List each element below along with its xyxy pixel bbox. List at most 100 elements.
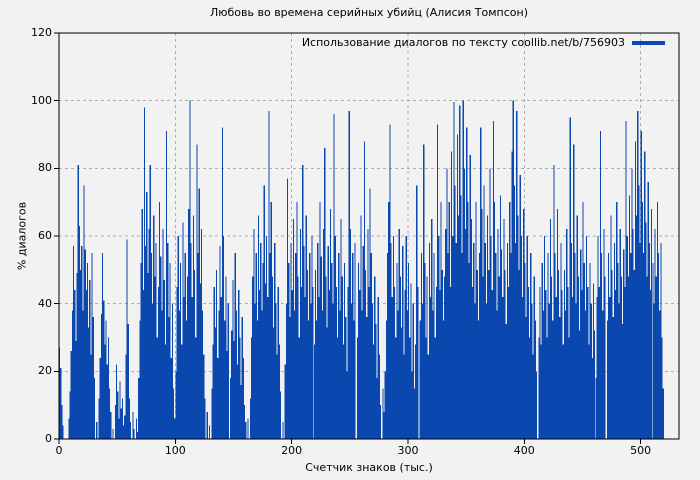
impulse-bar [307, 320, 310, 439]
impulse-bar [497, 229, 499, 439]
impulse-bar [474, 303, 476, 439]
impulse-bar [442, 320, 445, 439]
impulse-bar [437, 124, 439, 439]
impulse-bar [317, 242, 319, 439]
impulse-bar [424, 263, 426, 439]
impulse-bar [662, 388, 664, 439]
impulse-bar [532, 354, 534, 439]
impulse-bar [324, 148, 326, 439]
impulse-bar [148, 229, 150, 439]
impulse-bar [512, 100, 514, 440]
x-tick-label: 400 [513, 444, 535, 457]
impulse-bar [511, 151, 513, 440]
impulse-bar [147, 273, 149, 439]
impulse-bar [141, 208, 143, 439]
impulse-bar [484, 242, 486, 439]
y-tick-label: 0 [45, 432, 52, 445]
impulse-bar [656, 202, 659, 439]
impulse-bar [601, 252, 603, 439]
impulse-bar [517, 215, 519, 439]
impulse-bar [560, 242, 562, 439]
impulse-bar [356, 337, 358, 439]
impulse-bar [504, 269, 506, 439]
impulse-bar [305, 215, 307, 439]
impulse-bar [413, 388, 415, 439]
impulse-bar [106, 364, 108, 439]
impulse-bar [273, 327, 275, 439]
impulse-bar [539, 286, 541, 439]
impulse-bar [489, 168, 491, 439]
impulse-bar [433, 252, 435, 439]
impulse-bar [631, 168, 633, 439]
impulse-bar [122, 425, 125, 439]
impulse-bar [274, 242, 276, 439]
impulse-bar [303, 246, 305, 439]
impulse-bar [653, 303, 655, 439]
impulse-bar [481, 208, 483, 439]
impulse-bar [330, 208, 332, 439]
impulse-bar [521, 296, 524, 439]
impulse-bar [366, 317, 368, 439]
impulse-bar [168, 317, 170, 439]
impulse-bar [72, 246, 75, 439]
impulse-bar [659, 310, 661, 439]
impulse-bar [138, 378, 140, 439]
impulse-bar [544, 236, 546, 439]
impulse-bar [92, 317, 94, 439]
impulse-bar [652, 263, 654, 439]
impulse-bar [68, 418, 70, 439]
impulse-bar [109, 388, 111, 439]
impulse-bar [467, 202, 469, 439]
impulse-bar [439, 290, 441, 439]
impulse-bar [485, 303, 488, 439]
impulse-bar [414, 344, 417, 439]
impulse-bar [540, 344, 542, 439]
impulse-bar [196, 144, 198, 439]
impulse-bar [606, 320, 609, 439]
impulse-bar [604, 276, 606, 439]
impulse-bar [566, 229, 568, 439]
impulse-bar [416, 185, 418, 439]
impulse-bar [81, 246, 83, 439]
impulse-bar [220, 296, 222, 439]
impulse-bar [337, 337, 339, 439]
impulse-bar [558, 269, 560, 439]
impulse-bar [312, 286, 314, 439]
impulse-bar [140, 263, 142, 439]
impulse-bar [490, 236, 492, 439]
impulse-bar [435, 286, 438, 439]
impulse-bar [611, 269, 613, 439]
impulse-bar [310, 303, 312, 439]
impulse-bar [475, 202, 477, 439]
impulse-bar [520, 236, 522, 439]
impulse-bar [257, 215, 260, 439]
impulse-bar [75, 340, 77, 439]
impulse-bar [217, 357, 219, 439]
impulse-bar [267, 296, 269, 439]
impulse-bar [176, 286, 178, 439]
impulse-bar [478, 252, 481, 439]
impulse-bar [254, 303, 256, 439]
impulse-bar [651, 208, 653, 439]
impulse-bar [407, 263, 410, 439]
impulse-bar [477, 320, 479, 439]
impulse-bar [161, 310, 163, 439]
impulse-bar [89, 279, 91, 439]
impulse-bar [528, 337, 531, 439]
impulse-bar [270, 202, 272, 439]
impulse-bar [598, 286, 600, 439]
impulse-bar [149, 164, 151, 439]
impulse-bar [644, 151, 646, 440]
impulse-bar [304, 296, 306, 439]
impulse-bar [114, 405, 116, 439]
impulse-bar [568, 337, 570, 439]
impulse-bar [285, 303, 287, 439]
impulse-bar [250, 337, 253, 439]
impulse-bar [241, 317, 243, 439]
impulse-bar [292, 219, 294, 439]
impulse-bar [626, 236, 628, 439]
impulse-bar [639, 242, 641, 439]
impulse-bar [591, 357, 593, 439]
impulse-bar [428, 242, 431, 439]
